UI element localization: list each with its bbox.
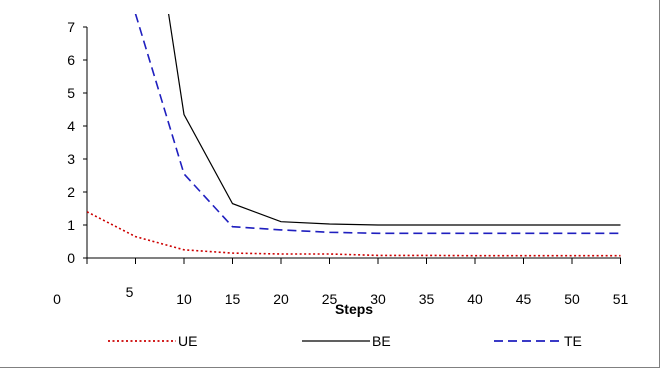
legend-label-ue: UE	[178, 333, 197, 349]
y-tick-label: 5	[67, 85, 75, 101]
legend-label-be: BE	[372, 333, 391, 349]
x-tick-label: 15	[225, 291, 241, 307]
y-tick-label: 4	[67, 118, 75, 134]
x-tick-label: 51	[613, 291, 629, 307]
x-tick-label: 30	[370, 291, 386, 307]
series-line-ue	[87, 211, 621, 257]
y-tick-label: 1	[67, 217, 75, 233]
x-axis-label: Steps	[335, 301, 373, 317]
x-tick-label: 10	[176, 291, 192, 307]
x-tick-label: 0	[53, 291, 61, 307]
y-tick-label: 2	[67, 184, 75, 200]
x-tick-label: 40	[467, 291, 483, 307]
x-tick-label: 45	[516, 291, 532, 307]
series-line-te	[134, 14, 621, 235]
y-tick-label: 0	[67, 250, 75, 266]
x-tick-label: 20	[273, 291, 289, 307]
x-tick-label: 25	[322, 291, 338, 307]
legend-label-te: TE	[564, 333, 582, 349]
x-tick-label: 50	[564, 291, 580, 307]
series-line-be	[168, 14, 621, 226]
x-tick-label: 5	[126, 284, 134, 300]
x-tick-label: 35	[419, 291, 435, 307]
y-tick-label: 3	[67, 151, 75, 167]
y-tick-label: 7	[67, 19, 75, 35]
y-tick-label: 6	[67, 52, 75, 68]
